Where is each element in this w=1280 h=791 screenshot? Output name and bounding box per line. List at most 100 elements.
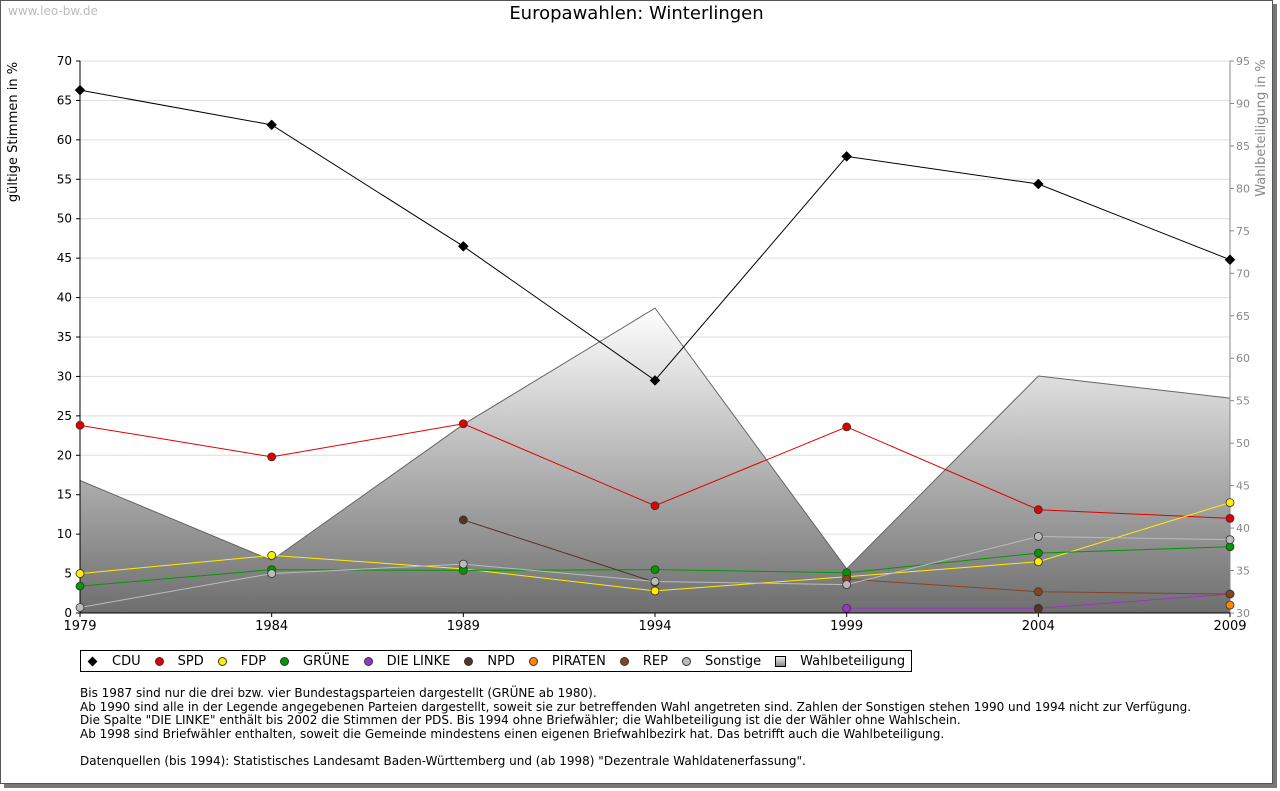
legend-label-die-linke: DIE LINKE [386, 653, 451, 669]
legend-item-wahlbeteiligung: Wahlbeteiligung [775, 654, 905, 669]
point-sonstige-1984 [267, 569, 277, 578]
point-sonstige-1989 [458, 559, 468, 569]
y2-tick-label-50: 50 [1236, 437, 1250, 450]
y-tick-label-50: 50 [57, 212, 72, 226]
legend-marker-fdp [217, 656, 227, 666]
point-cdu-2009 [1224, 254, 1236, 266]
y2-tick-label-90: 90 [1236, 97, 1250, 110]
y2-tick-label-70: 70 [1236, 267, 1250, 280]
point-fdp-1979 [75, 569, 85, 578]
chart-svg: 0 5 10 15 20 25 30 35 40 45 50 55 60 65 70 30 35 40 45 50 55… [6, 54, 1269, 634]
y2-tick-label-45: 45 [1236, 480, 1250, 493]
point-piraten-2009 [1225, 600, 1235, 610]
point-npd-2004 [1033, 604, 1043, 614]
point-gruene-1994 [650, 565, 660, 575]
y2-tick-label-65: 65 [1236, 310, 1250, 323]
note-line: Die Spalte "DIE LINKE" enthält bis 2002 … [80, 713, 961, 728]
point-npd-1989 [458, 515, 468, 525]
point-rep-2004 [1033, 587, 1043, 597]
point-cdu-1979 [74, 84, 86, 96]
x-tick-label-1994: 1994 [638, 619, 671, 634]
x-tick-label-1999: 1999 [830, 619, 863, 634]
y2-axis-label: Wahlbeteiligung in % [1254, 59, 1269, 196]
point-sonstige-1999 [842, 580, 852, 590]
y2-tick-label-75: 75 [1236, 225, 1250, 238]
point-spd-1999 [842, 422, 852, 432]
x-tick-label-1984: 1984 [255, 619, 288, 634]
legend-label-cdu: CDU [112, 653, 141, 669]
note-line: Ab 1998 sind Briefwähler enthalten, sowe… [80, 726, 945, 741]
y-tick-label-25: 25 [57, 409, 72, 423]
turnout-layer [79, 307, 1231, 613]
point-spd-1979 [75, 420, 85, 430]
series-layer [74, 84, 1236, 614]
legend-label-sonstige: Sonstige [704, 653, 762, 669]
point-gruene-1979 [75, 581, 85, 591]
point-rep-2009 [1225, 589, 1235, 599]
y2-tick-label-35: 35 [1236, 565, 1250, 578]
point-cdu-1984 [266, 119, 278, 131]
legend-label-npd: NPD [487, 653, 515, 669]
point-sonstige-1994 [650, 577, 660, 586]
legend-label-rep: REP [642, 653, 668, 669]
note-line [80, 741, 1191, 755]
note-line: Datenquellen (bis 1994): Statistisches L… [80, 753, 806, 768]
legend-item-die-linke: DIE LINKE [363, 653, 451, 669]
legend-label-wahlbeteiligung: Wahlbeteiligung [800, 653, 906, 669]
point-spd-2009 [1225, 513, 1235, 523]
y2-tick-label-30: 30 [1236, 607, 1250, 620]
legend-marker-gruene [280, 656, 290, 666]
point-sonstige-1979 [75, 603, 85, 612]
point-cdu-2004 [1032, 178, 1044, 190]
point-sonstige-2009 [1225, 535, 1235, 545]
axis-layer: 0 5 10 15 20 25 30 35 40 45 50 55 60 65 70 30 35 40 45 50 55… [6, 54, 1269, 634]
y-axis-label: gültige Stimmen in % [6, 62, 21, 202]
y2-tick-label-60: 60 [1236, 352, 1250, 365]
y-tick-label-60: 60 [57, 133, 72, 147]
legend-item-piraten: PIRATEN [528, 654, 606, 669]
y-tick-label-70: 70 [57, 54, 72, 68]
legend-item-spd: SPD [154, 653, 204, 669]
y-tick-label-40: 40 [57, 291, 72, 305]
y-tick-label-15: 15 [57, 488, 72, 502]
point-spd-1989 [458, 419, 468, 429]
point-sonstige-2004 [1033, 532, 1043, 541]
legend-item-rep: REP [619, 653, 668, 669]
legend-marker-spd [154, 656, 164, 666]
legend-marker-rep [619, 656, 629, 666]
point-fdp-1984 [267, 551, 277, 560]
y-tick-label-5: 5 [64, 567, 72, 581]
legend-item-cdu: CDU [87, 654, 141, 669]
note-line: Ab 1990 sind alle in der Legende angegeb… [80, 699, 1192, 714]
point-cdu-1989 [457, 240, 469, 252]
point-fdp-1994 [650, 586, 660, 596]
y-tick-label-20: 20 [57, 448, 72, 462]
note-line: Bis 1987 sind nur die drei bzw. vier Bun… [80, 686, 597, 700]
legend: CDU SPD FDP GRÜNE DIE LINKE NPD PIRATEN REP Sons… [80, 650, 913, 672]
y2-tick-label-95: 95 [1236, 55, 1250, 68]
y-tick-label-10: 10 [57, 527, 72, 541]
point-spd-2004 [1033, 505, 1043, 515]
legend-item-sonstige: Sonstige [681, 653, 762, 669]
legend-marker-die-linke [363, 656, 373, 666]
turnout-area [80, 308, 1230, 613]
chart-title: Europawahlen: Winterlingen [509, 3, 764, 24]
series-line-npd [463, 519, 656, 583]
y-tick-label-45: 45 [57, 251, 72, 265]
point-die-linke-1999 [842, 603, 852, 613]
point-cdu-1999 [841, 151, 853, 162]
legend-item-fdp: FDP [217, 654, 266, 669]
y-tick-label-35: 35 [57, 330, 72, 344]
point-fdp-2009 [1225, 498, 1235, 508]
legend-item-npd: NPD [464, 654, 515, 669]
y2-tick-label-55: 55 [1236, 395, 1250, 408]
point-spd-1984 [267, 452, 277, 462]
y-tick-label-55: 55 [57, 172, 72, 186]
legend-label-spd: SPD [177, 653, 204, 669]
point-fdp-2004 [1033, 557, 1043, 567]
turnout-line [79, 307, 1231, 570]
x-tick-label-1979: 1979 [63, 619, 96, 634]
notes: Bis 1987 sind nur die drei bzw. vier Bun… [80, 686, 1192, 769]
point-gruene-2004 [1033, 548, 1043, 558]
legend-label-gruene: GRÜNE [303, 653, 350, 669]
